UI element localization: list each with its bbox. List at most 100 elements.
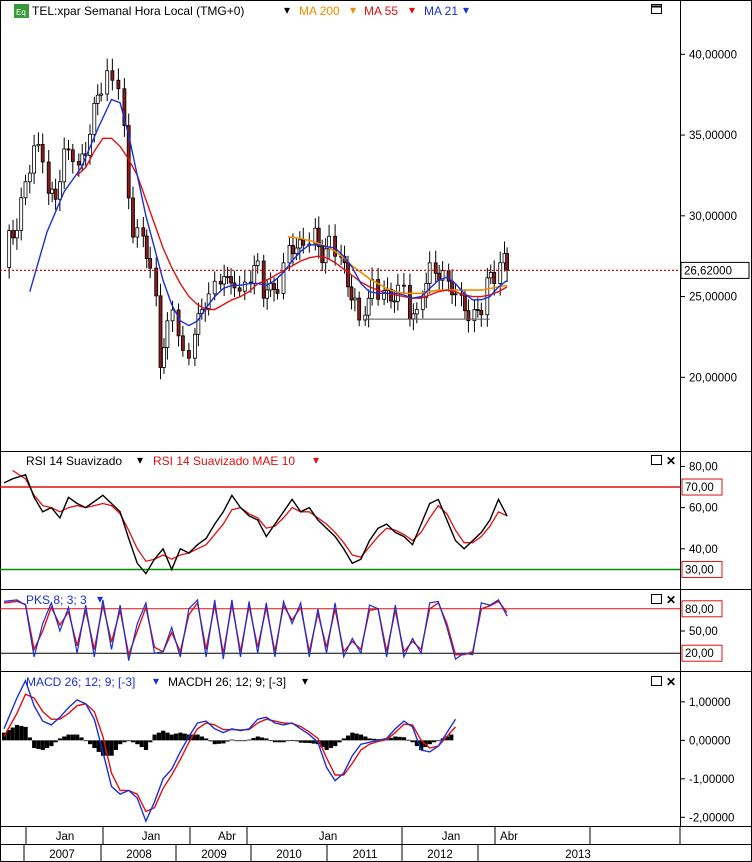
rsi-axis-tick-label: 60,00 bbox=[689, 503, 718, 515]
macd-histogram-bar bbox=[238, 740, 243, 742]
candle-body bbox=[14, 230, 19, 239]
macd-histogram-bar bbox=[131, 740, 136, 743]
rsi-close-icon[interactable]: ✕ bbox=[666, 454, 676, 468]
macd-maximize-icon[interactable] bbox=[651, 676, 662, 686]
candle-body bbox=[116, 79, 121, 90]
candle-body bbox=[122, 88, 127, 126]
candle-body bbox=[272, 283, 276, 290]
macd-histogram-bar bbox=[414, 740, 419, 747]
rsi-axis-tick-label: 80,00 bbox=[689, 461, 718, 473]
ma21-dropdown-icon[interactable]: ▾ bbox=[463, 3, 469, 17]
macd-histogram-bar bbox=[221, 740, 226, 744]
macd-histogram-bar bbox=[358, 734, 364, 741]
candle-body bbox=[287, 245, 292, 264]
macd-histogram-bar bbox=[109, 740, 114, 756]
rsi-line bbox=[3, 473, 508, 575]
candle-body bbox=[261, 260, 266, 299]
candle-body bbox=[66, 148, 71, 151]
macd-histogram-bar bbox=[57, 738, 63, 741]
candle-body bbox=[141, 227, 146, 237]
macdh-dropdown-icon[interactable]: ▾ bbox=[302, 674, 308, 688]
candle-body bbox=[472, 309, 477, 322]
candle-body bbox=[110, 70, 115, 81]
macd-histogram-bar bbox=[225, 740, 230, 742]
legend-macd[interactable]: MACD 26; 12; 9; [-3] bbox=[26, 675, 135, 689]
macd-histogram-bar bbox=[79, 737, 84, 741]
macd-histogram-bar bbox=[328, 740, 333, 749]
macd-histogram-bar bbox=[255, 736, 260, 741]
legend-ma21[interactable]: MA 21 bbox=[424, 4, 458, 18]
candle-body bbox=[492, 272, 497, 284]
macd-histogram-bar bbox=[143, 740, 149, 750]
macd-histogram-bar bbox=[88, 740, 93, 745]
macd-histogram-bar bbox=[320, 740, 325, 748]
legend-ma200[interactable]: MA 200 bbox=[299, 4, 340, 18]
rsi-30-label-box bbox=[681, 560, 723, 578]
macd-histogram-bar bbox=[272, 740, 278, 743]
macd-histogram-bar bbox=[27, 737, 32, 741]
pks-dropdown-icon[interactable]: ▾ bbox=[97, 592, 103, 606]
candle-body bbox=[92, 102, 97, 135]
legend-rsi[interactable]: RSI 14 Suavizado bbox=[26, 454, 122, 468]
title-dropdown-icon[interactable]: ▾ bbox=[284, 3, 290, 17]
candle-body bbox=[268, 283, 273, 291]
maximize-icon[interactable] bbox=[651, 4, 662, 14]
x-month-label: Abr bbox=[500, 831, 518, 843]
stoch-k-line bbox=[3, 598, 508, 661]
macd-histogram-bar bbox=[247, 739, 252, 741]
macd-histogram-bar bbox=[126, 740, 131, 742]
candle-body bbox=[349, 286, 354, 301]
macd-histogram-bar bbox=[40, 740, 45, 750]
stoch-axis-tick-label: 50,00 bbox=[689, 626, 718, 638]
candle-body bbox=[323, 248, 328, 264]
macd-histogram-bar bbox=[281, 740, 286, 743]
candle-body bbox=[62, 148, 67, 183]
candle-body bbox=[154, 267, 159, 297]
ma55-line bbox=[76, 137, 508, 311]
candle-body bbox=[427, 262, 432, 284]
chart-title[interactable]: TEL:xpar Semanal Hora Local (TMG+0) bbox=[32, 4, 244, 18]
stoch-close-icon[interactable]: ✕ bbox=[666, 593, 676, 607]
rsi-maximize-icon[interactable] bbox=[651, 455, 662, 465]
price-panel: 40,00000 35,00000 30,00000 25,00000 20,00000… bbox=[0, 49, 750, 384]
macd-histogram-bar bbox=[118, 740, 123, 745]
rsi-dropdown-icon[interactable]: ▾ bbox=[137, 453, 143, 467]
macd-histogram-bar bbox=[70, 734, 75, 741]
candle-body bbox=[218, 280, 223, 285]
candle-body bbox=[414, 309, 419, 315]
macd-histogram-bar bbox=[401, 737, 407, 741]
macd-histogram-bar bbox=[449, 734, 454, 741]
candle-body bbox=[382, 290, 387, 300]
stoch-20-label-box bbox=[681, 644, 723, 662]
x-year-label: 2007 bbox=[49, 849, 75, 861]
candle-body bbox=[408, 284, 412, 320]
candle-body bbox=[453, 293, 458, 296]
macd-histogram-bar bbox=[135, 740, 140, 745]
ma55-dropdown-icon[interactable]: ▾ bbox=[409, 3, 415, 17]
candle-body bbox=[180, 335, 185, 351]
legend-pks[interactable]: PKS 8; 3; 3 bbox=[26, 593, 87, 607]
candle-body bbox=[294, 247, 299, 255]
x-year-label: 2012 bbox=[427, 849, 453, 861]
legend-ma55[interactable]: MA 55 bbox=[364, 4, 398, 18]
candle-body bbox=[265, 289, 270, 299]
candle-body bbox=[505, 253, 510, 271]
macd-histogram-bar bbox=[294, 740, 299, 742]
stoch-maximize-icon[interactable] bbox=[651, 594, 662, 604]
rsi-ma-dropdown-icon[interactable]: ▾ bbox=[313, 453, 319, 467]
macd-histogram-bar bbox=[389, 737, 394, 741]
candle-body bbox=[320, 246, 325, 264]
macd-histogram-bar bbox=[242, 740, 247, 742]
macd-close-icon[interactable]: ✕ bbox=[666, 675, 676, 689]
legend-macdh[interactable]: MACDH 26; 12; 9; [-3] bbox=[168, 675, 286, 689]
candle-body bbox=[411, 313, 416, 320]
rsi-panel: 80,00 60,00 40,00 70,00 30,00 bbox=[0, 461, 723, 578]
x-month-label: Abr bbox=[218, 831, 236, 843]
macd-histogram-bar bbox=[333, 740, 338, 747]
price-axis-tick-label: 30,00000 bbox=[689, 211, 737, 223]
macd-dropdown-icon[interactable]: ▾ bbox=[153, 674, 159, 688]
candle-body bbox=[7, 230, 12, 268]
macd-histogram-bar bbox=[49, 740, 54, 747]
ma200-dropdown-icon[interactable]: ▾ bbox=[350, 3, 356, 17]
legend-rsi-ma[interactable]: RSI 14 Suavizado MAE 10 bbox=[153, 454, 295, 468]
